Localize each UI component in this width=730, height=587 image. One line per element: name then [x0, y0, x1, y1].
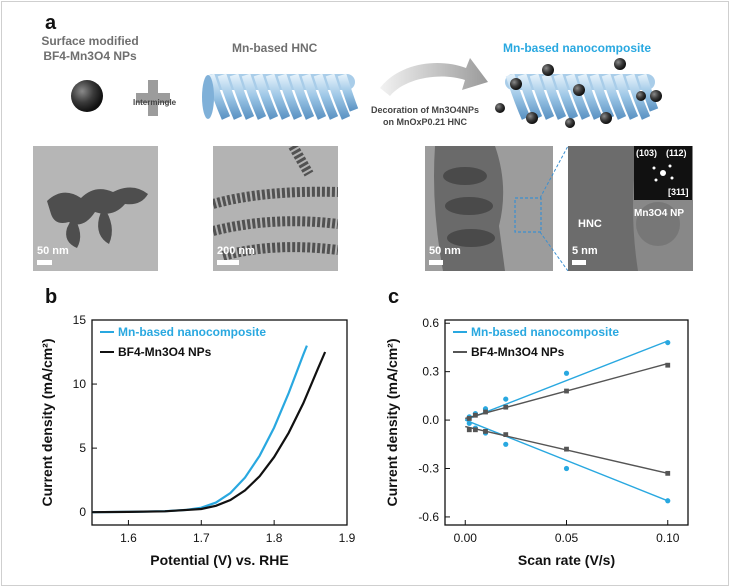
y-tick-label: 5	[79, 441, 86, 455]
scale-label: 5 nm	[572, 245, 598, 257]
data-point	[665, 498, 671, 504]
fft-inset: (103) (112) [311]	[634, 146, 692, 200]
x-axis-label: Scan rate (V/s)	[518, 552, 615, 568]
composite-label: Mn-based nanocomposite	[503, 41, 652, 55]
np-label-line2: BF4-Mn3O4 NPs	[43, 49, 137, 63]
panel-label-a: a	[45, 12, 57, 34]
legend-label: BF4-Mn3O4 NPs	[471, 345, 565, 359]
data-point	[503, 404, 509, 410]
data-point	[564, 446, 569, 452]
scale-bar	[572, 260, 586, 265]
arrow-caption-line1: Decoration of Mn3O4NPs	[370, 105, 480, 115]
y-tick-label: -0.3	[418, 462, 439, 476]
tem-image-composite: 50 nm	[425, 146, 553, 271]
y-tick-label: 0.3	[422, 365, 439, 379]
data-point	[503, 441, 509, 447]
hrtem-image: (103) (112) [311] HNC Mn3O4 NP 5 nm	[568, 146, 693, 271]
fft-pattern	[652, 164, 674, 182]
data-point	[665, 470, 671, 476]
scale-label: 50 nm	[429, 245, 461, 257]
hrtem-texture	[568, 146, 680, 271]
data-point	[466, 416, 472, 421]
plus-icon	[136, 80, 170, 116]
y-tick-label: 10	[73, 377, 87, 391]
zoom-guide-lines	[540, 146, 569, 271]
x-tick-label: 1.8	[266, 531, 283, 545]
scale-bar	[217, 260, 239, 265]
decoration-arrow	[380, 58, 488, 96]
arrow-caption-line2: on MnOxP0.21 HNC	[382, 117, 467, 127]
arrow-caption: Decoration of Mn3O4NPs on MnOxP0.21 HNC	[360, 104, 490, 128]
data-point	[483, 409, 488, 415]
data-point	[483, 428, 488, 434]
panel-label-b: b	[45, 286, 58, 308]
data-point	[466, 427, 472, 433]
np-region-label: Mn3O4 NP	[634, 208, 685, 219]
data-point	[563, 465, 570, 472]
composite-coil	[495, 58, 662, 128]
y-axis-label: Current density (mA/cm²)	[39, 338, 55, 506]
fft-label-112: (112)	[666, 148, 687, 158]
data-point	[665, 362, 671, 368]
x-axis-label: Potential (V) vs. RHE	[150, 552, 288, 568]
np-label: Surface modified BF4-Mn3O4 NPs	[30, 34, 150, 64]
data-point	[503, 396, 509, 402]
nanoparticle-sphere	[71, 80, 103, 112]
tem-hnc-texture	[213, 146, 338, 261]
tem-composite-texture	[434, 146, 542, 271]
panel-label-c: c	[388, 286, 400, 308]
x-tick-label: 0.00	[454, 531, 478, 545]
tem-image-hnc: 200 nm	[213, 146, 338, 271]
data-point	[563, 370, 570, 376]
scale-bar	[37, 260, 52, 265]
fft-label-103: (103)	[636, 148, 658, 158]
y-tick-label: 0.6	[422, 316, 439, 330]
hnc-region-label: HNC	[578, 218, 602, 230]
y-tick-label: 15	[73, 313, 87, 327]
scale-label: 200 nm	[217, 245, 255, 257]
intermingle-label: Intermingle	[133, 98, 177, 107]
data-point	[564, 388, 569, 394]
series-line	[91, 345, 308, 514]
scale-label: 50 nm	[37, 245, 69, 257]
data-point	[503, 432, 509, 438]
y-tick-label: 0.0	[422, 413, 439, 427]
scale-bar	[429, 260, 443, 265]
y-tick-label: -0.6	[418, 510, 439, 524]
tem-nps-texture	[47, 187, 148, 248]
cv-chart: 0.00 0.05 0.10 -0.6 -0.3 0.0 0.3 0.6 Scan rate (…	[384, 316, 689, 568]
lsv-chart: 1.6 1.7 1.8 1.9 0 5 10 15 Potential (V) vs. RHE C…	[39, 313, 356, 568]
tem-image-nps: 50 nm	[33, 146, 158, 271]
data-point	[472, 412, 478, 418]
y-axis-label: Current density (mA/cm²)	[384, 338, 400, 506]
x-tick-label: 1.6	[120, 531, 137, 545]
x-tick-label: 1.7	[193, 531, 210, 545]
fit-line	[464, 340, 669, 421]
y-tick-label: 0	[79, 505, 86, 519]
plot-frame	[91, 319, 348, 526]
hnc-coil	[202, 73, 359, 120]
legend-label: Mn-based nanocomposite	[118, 325, 266, 339]
x-tick-label: 0.05	[555, 531, 579, 545]
legend-label: BF4-Mn3O4 NPs	[118, 345, 212, 359]
data-point	[665, 339, 671, 346]
data-point	[466, 420, 472, 426]
fit-line	[464, 419, 669, 502]
legend-label: Mn-based nanocomposite	[471, 325, 619, 339]
np-label-line1: Surface modified	[41, 34, 139, 48]
x-tick-label: 1.9	[339, 531, 356, 545]
schematic-graphics	[71, 58, 662, 128]
series-line	[91, 351, 327, 514]
data-point	[472, 427, 478, 433]
x-tick-label: 0.10	[656, 531, 680, 545]
hnc-label: Mn-based HNC	[232, 41, 318, 55]
fft-label-zone: [311]	[668, 187, 689, 197]
